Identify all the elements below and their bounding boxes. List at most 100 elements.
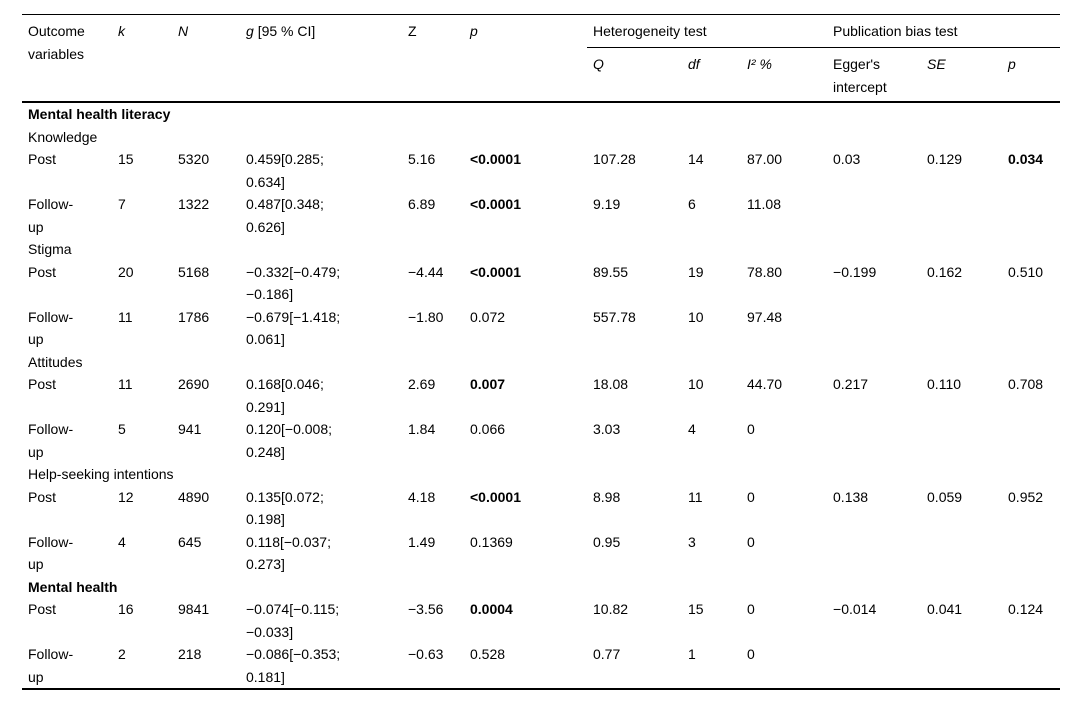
cell-df: 1: [682, 643, 741, 689]
section-row: Mental health literacy: [22, 102, 1061, 126]
results-table-container: Outcome variables k N g [95 % CI] Z p He…: [22, 14, 1061, 690]
row-label: Follow- up: [22, 418, 112, 463]
cell-effect-size: 0.168[0.046; 0.291]: [240, 373, 402, 418]
cell-df: 15: [682, 598, 741, 643]
cell-q: 9.19: [587, 193, 682, 238]
cell-k: 5: [112, 418, 172, 463]
subsection-label: Stigma: [22, 238, 1061, 261]
cell-se: 0.129: [921, 148, 1003, 193]
col-header-k: k: [112, 14, 172, 103]
cell-egger-intercept: [827, 418, 922, 463]
cell-p: 0.066: [464, 418, 587, 463]
cell-egger-intercept: 0.217: [827, 373, 922, 418]
table-header: Outcome variables k N g [95 % CI] Z p He…: [22, 14, 1061, 103]
data-row: Follow- up 4 645 0.118[−0.037; 0.273] 1.…: [22, 530, 1061, 576]
cell-egger-intercept: [827, 530, 922, 576]
data-row: Post 11 2690 0.168[0.046; 0.291] 2.69 0.…: [22, 373, 1061, 418]
cell-n: 941: [172, 418, 240, 463]
data-row: Follow- up 7 1322 0.487[0.348; 0.626] 6.…: [22, 193, 1061, 238]
cell-k: 12: [112, 485, 172, 531]
cell-q: 0.95: [587, 530, 682, 576]
cell-effect-size: 0.135[0.072; 0.198]: [240, 485, 402, 531]
cell-q: 3.03: [587, 418, 682, 463]
data-row: Follow- up 11 1786 −0.679[−1.418; 0.061]…: [22, 305, 1061, 351]
cell-i2: 97.48: [741, 305, 828, 351]
cell-p: <0.0001: [464, 193, 587, 238]
cell-z: 6.89: [402, 193, 464, 238]
cell-df: 14: [682, 148, 741, 193]
cell-i2: 0: [741, 418, 828, 463]
cell-effect-size: 0.459[0.285; 0.634]: [240, 148, 402, 193]
col-header-eggers-intercept: Egger's intercept: [827, 47, 922, 103]
col-header-se: SE: [921, 47, 1003, 103]
section-label: Mental health literacy: [22, 102, 1061, 126]
cell-egger-intercept: −0.014: [827, 598, 922, 643]
cell-z: −0.63: [402, 643, 464, 689]
cell-k: 16: [112, 598, 172, 643]
header-row-groups: Outcome variables k N g [95 % CI] Z p He…: [22, 14, 1061, 103]
cell-n: 1786: [172, 305, 240, 351]
cell-p-egger: 0.034: [1002, 148, 1061, 193]
row-label: Post: [22, 260, 112, 306]
cell-k: 20: [112, 260, 172, 306]
cell-df: 4: [682, 418, 741, 463]
cell-i2: 87.00: [741, 148, 828, 193]
cell-df: 6: [682, 193, 741, 238]
row-label: Follow- up: [22, 305, 112, 351]
group-header-heterogeneity-test: Heterogeneity test: [587, 14, 828, 48]
g-symbol: g: [246, 23, 254, 39]
cell-p-egger: [1002, 530, 1061, 576]
cell-q: 18.08: [587, 373, 682, 418]
subsection-label: Help-seeking intentions: [22, 463, 1061, 486]
cell-q: 0.77: [587, 643, 682, 689]
cell-p: 0.072: [464, 305, 587, 351]
cell-q: 8.98: [587, 485, 682, 531]
cell-z: 4.18: [402, 485, 464, 531]
cell-z: −4.44: [402, 260, 464, 306]
row-label: Post: [22, 598, 112, 643]
data-row: Follow- up 2 218 −0.086[−0.353; 0.181] −…: [22, 643, 1061, 689]
col-header-i2: I² %: [741, 47, 828, 103]
cell-k: 11: [112, 373, 172, 418]
cell-se: [921, 530, 1003, 576]
cell-n: 1322: [172, 193, 240, 238]
cell-p-egger: 0.124: [1002, 598, 1061, 643]
cell-q: 10.82: [587, 598, 682, 643]
subsection-label: Attitudes: [22, 350, 1061, 373]
cell-se: 0.059: [921, 485, 1003, 531]
cell-p: 0.0004: [464, 598, 587, 643]
cell-i2: 0: [741, 530, 828, 576]
cell-z: 2.69: [402, 373, 464, 418]
cell-se: 0.041: [921, 598, 1003, 643]
cell-effect-size: 0.487[0.348; 0.626]: [240, 193, 402, 238]
cell-i2: 78.80: [741, 260, 828, 306]
cell-n: 4890: [172, 485, 240, 531]
ci-label: [95 % CI]: [257, 23, 316, 39]
subsection-label: Knowledge: [22, 125, 1061, 148]
cell-effect-size: 0.120[−0.008; 0.248]: [240, 418, 402, 463]
subsection-row: Stigma: [22, 238, 1061, 261]
subsection-row: Help-seeking intentions: [22, 463, 1061, 486]
row-label: Post: [22, 373, 112, 418]
cell-p-egger: 0.708: [1002, 373, 1061, 418]
col-header-p: p: [464, 14, 587, 103]
row-label: Follow- up: [22, 193, 112, 238]
cell-n: 5320: [172, 148, 240, 193]
cell-i2: 0: [741, 485, 828, 531]
cell-q: 107.28: [587, 148, 682, 193]
cell-effect-size: −0.332[−0.479; −0.186]: [240, 260, 402, 306]
cell-i2: 44.70: [741, 373, 828, 418]
cell-effect-size: −0.086[−0.353; 0.181]: [240, 643, 402, 689]
cell-egger-intercept: 0.03: [827, 148, 922, 193]
cell-df: 3: [682, 530, 741, 576]
cell-se: [921, 643, 1003, 689]
col-header-effect-size: g [95 % CI]: [240, 14, 402, 103]
cell-egger-intercept: 0.138: [827, 485, 922, 531]
cell-z: −1.80: [402, 305, 464, 351]
col-header-n: N: [172, 14, 240, 103]
cell-k: 11: [112, 305, 172, 351]
cell-egger-intercept: [827, 643, 922, 689]
section-label: Mental health: [22, 575, 1061, 598]
cell-z: 1.84: [402, 418, 464, 463]
col-header-outcome-variables: Outcome variables: [22, 14, 112, 103]
